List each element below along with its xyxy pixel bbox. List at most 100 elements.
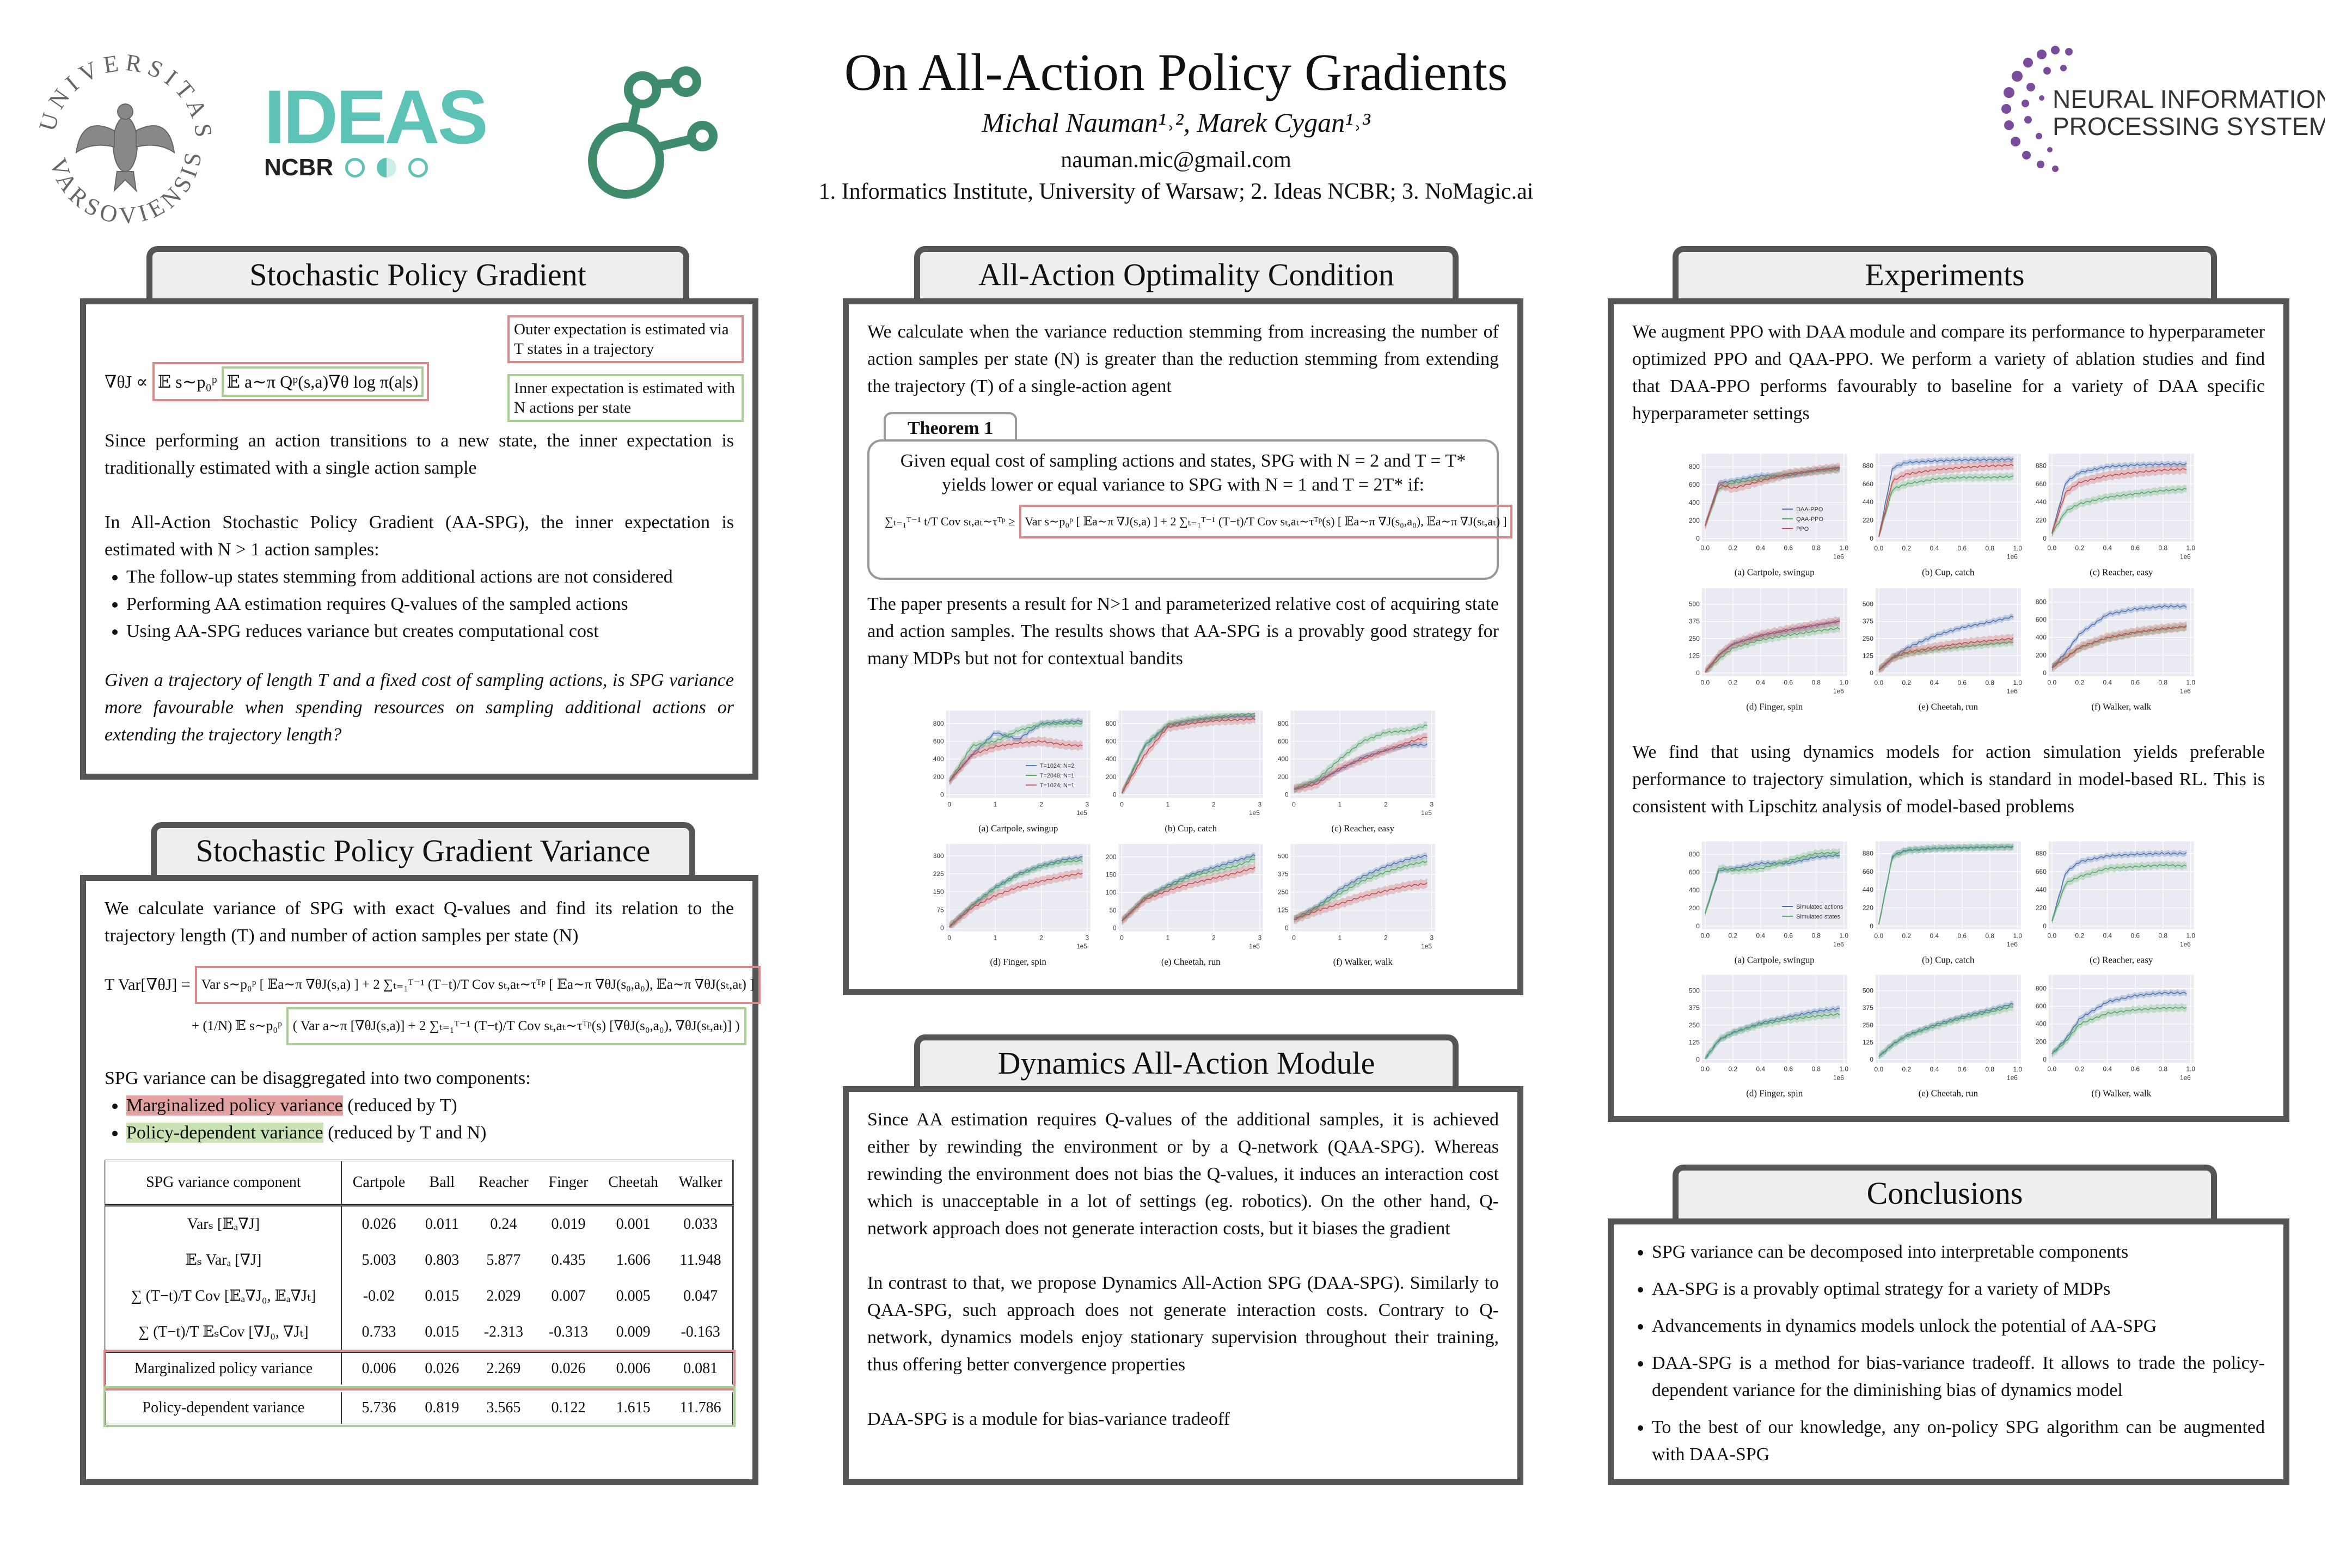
x-tick-label: 0.4 [1930, 544, 1939, 552]
series-line [1878, 845, 2013, 924]
spg-equation: ∇θJ ∝ 𝔼 s∼p₀ᵖ 𝔼 a∼π Qᵖ(s,a)∇θ log π(a|s) [105, 362, 430, 401]
subplot-caption: (a) Cartpole, swingup [1735, 955, 1815, 965]
x-tick-label: 0.8 [2159, 932, 2168, 940]
y-tick-label: 50 [1109, 906, 1117, 914]
x-tick-label: 0 [1120, 934, 1124, 941]
y-tick-label: 500 [1863, 987, 1873, 995]
x-tick-label: 0.4 [2103, 932, 2112, 940]
y-tick-label: 0 [1696, 922, 1700, 930]
table-row: ∑ (T−t)/T 𝔼ₛCov [∇J₀, ∇Jₜ] 0.733 0.015 -2.3… [105, 1314, 733, 1352]
x-tick-label: 0.4 [2103, 679, 2112, 687]
x-tick-label: 2 [1039, 800, 1043, 808]
table-row: 𝔼ₛ Varₐ [∇J] 5.003 0.803 5.877 0.435 1.606 11.… [105, 1242, 733, 1278]
component-marginalized: Marginalized policy variance (reduced by… [126, 1092, 734, 1119]
x-tick-label: 0.6 [1957, 932, 1967, 940]
table-cell: 0.24 [490, 1216, 517, 1233]
series-band [949, 736, 1083, 786]
y-tick-label: 250 [1863, 1021, 1873, 1029]
y-tick-label: 250 [1689, 635, 1700, 642]
x-tick-label: 0.2 [1728, 679, 1737, 687]
variance-components: Marginalized policy variance (reduced by… [105, 1092, 734, 1147]
x-tick-label: 0 [1293, 934, 1296, 941]
y-tick-label: 440 [2036, 886, 2047, 893]
table-cell: 1.606 [616, 1252, 651, 1269]
poster-title: On All-Action Policy Gradients [844, 43, 1508, 101]
table-cell: -0.313 [548, 1324, 589, 1340]
subplot-caption: (c) Reacher, easy [2090, 567, 2154, 578]
series-line [1878, 1003, 2014, 1057]
y-tick-label: 600 [2036, 1002, 2047, 1010]
table-cell: 0.026 [362, 1216, 396, 1233]
table-cell: Cartpole [352, 1174, 406, 1191]
x-tick-label: 0.6 [1784, 1065, 1793, 1073]
table-cell: 0.019 [551, 1216, 586, 1233]
y-tick-label: 250 [1689, 1021, 1700, 1029]
subplot-caption: (e) Cheetah, run [1918, 1088, 1978, 1099]
x-tick-label: 0 [1120, 800, 1124, 808]
series-line [1705, 468, 1840, 526]
series-band [2052, 621, 2187, 672]
series-band [949, 856, 1083, 928]
x-multiplier-label: 1e6 [2180, 688, 2191, 695]
x-tick-label: 1.0 [1839, 544, 1848, 552]
series-line [948, 872, 1083, 927]
y-tick-label: 0 [1113, 924, 1117, 932]
y-tick-label: 0 [1285, 791, 1289, 799]
y-tick-label: 400 [1689, 499, 1700, 506]
x-tick-label: 0.4 [1756, 1065, 1765, 1073]
x-tick-label: 1.0 [2013, 679, 2022, 687]
table-cell: 5.736 [362, 1399, 396, 1416]
subplot-caption: (d) Finger, spin [1746, 702, 1803, 712]
x-tick-label: 0.8 [1985, 544, 1994, 552]
table-cell: 0.435 [551, 1252, 586, 1269]
conclusion-item: DAA-SPG is a method for bias-variance tr… [1652, 1350, 2265, 1404]
dynamics-panel: Since AA estimation requires Q-values of… [843, 1086, 1523, 1485]
x-tick-label: 3 [1258, 934, 1261, 941]
y-tick-label: 800 [2036, 598, 2047, 606]
optimality-panel-title: All-Action Optimality Condition [914, 246, 1459, 304]
series-band [1705, 464, 1840, 529]
spg-paragraph-2: In All-Action Stochastic Policy Gradient… [105, 512, 734, 560]
series-line [1294, 860, 1428, 920]
x-tick-label: 3 [1430, 800, 1434, 808]
legend-label: T=2048; N=1 [1040, 773, 1074, 779]
x-tick-label: 0.0 [1874, 679, 1883, 687]
y-tick-label: 200 [2036, 651, 2047, 659]
y-tick-label: 375 [1689, 617, 1700, 625]
x-tick-label: 0.4 [2103, 544, 2112, 552]
molecule-logo [588, 66, 718, 199]
x-tick-label: 0.4 [1930, 932, 1939, 940]
series-line [1878, 463, 2014, 537]
spg-title-text: Stochastic Policy Gradient [249, 257, 586, 292]
plot-background [2049, 454, 2195, 542]
y-tick-label: 500 [1689, 601, 1700, 608]
y-tick-label: 500 [1689, 987, 1700, 995]
series-line [1705, 627, 1840, 673]
y-tick-label: 0 [1113, 791, 1117, 799]
x-tick-label: 0.2 [2075, 544, 2085, 552]
x-multiplier-label: 1e6 [1833, 553, 1844, 561]
series-band [1294, 732, 1428, 794]
x-tick-label: 0.6 [2131, 932, 2140, 940]
y-tick-label: 220 [2036, 517, 2047, 524]
subplot-caption: (b) Cup, catch [1922, 567, 1975, 578]
table-cell: 0.009 [616, 1324, 651, 1340]
conclusions-panel-title: Conclusions [1673, 1165, 2217, 1224]
subplot-caption: (a) Cartpole, swingup [1735, 567, 1815, 578]
table-cell: 0.819 [425, 1399, 460, 1416]
x-tick-label: 1 [1166, 800, 1169, 808]
y-tick-label: 880 [1863, 850, 1873, 857]
x-tick-label: 0.0 [1874, 1065, 1883, 1073]
y-tick-label: 600 [1689, 868, 1700, 876]
y-tick-label: 800 [2036, 985, 2047, 993]
series-line [2051, 863, 2187, 922]
theorem-label: Theorem 1 [884, 412, 1018, 443]
x-tick-label: 0.2 [2075, 679, 2085, 687]
y-tick-label: 0 [2043, 535, 2047, 542]
optimality-title-text: All-Action Optimality Condition [978, 257, 1394, 292]
y-tick-label: 800 [933, 720, 944, 727]
y-tick-label: 400 [2036, 634, 2047, 641]
y-tick-label: 100 [1106, 889, 1117, 896]
